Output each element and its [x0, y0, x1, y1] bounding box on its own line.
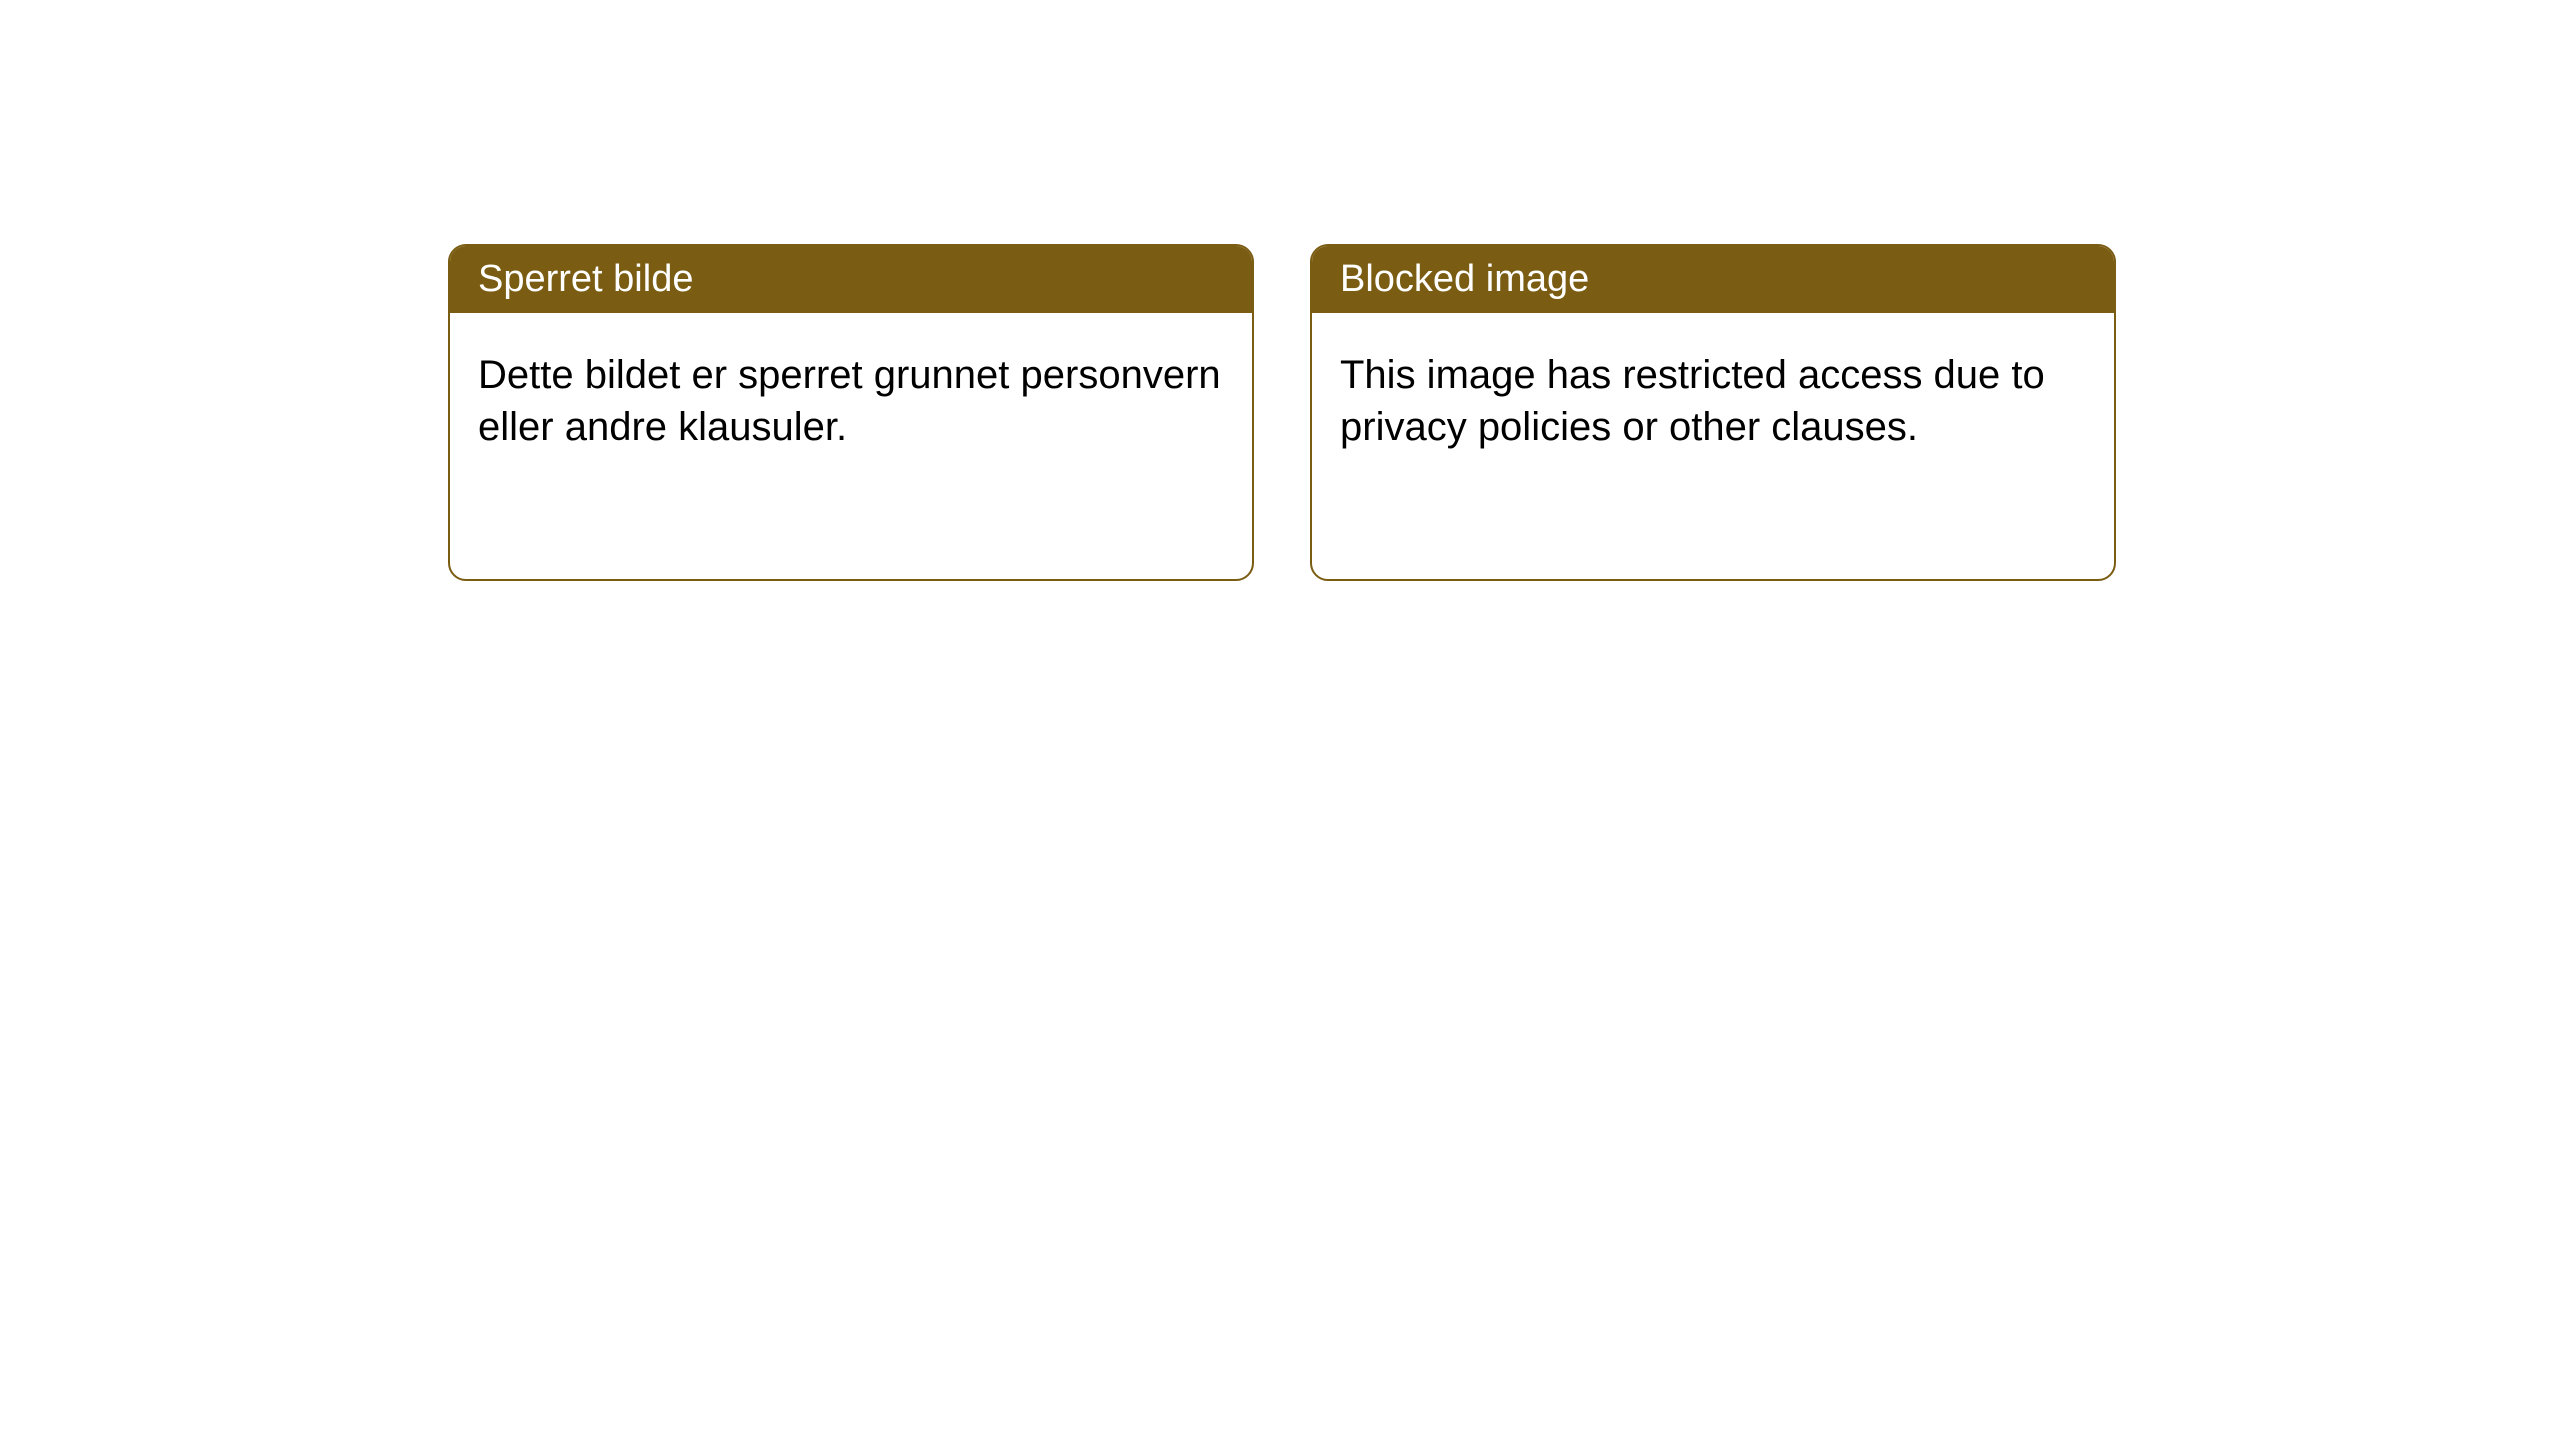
card-body: Dette bildet er sperret grunnet personve… [450, 313, 1252, 489]
card-header: Sperret bilde [450, 246, 1252, 313]
notice-cards-container: Sperret bilde Dette bildet er sperret gr… [448, 244, 2116, 581]
notice-card-norwegian: Sperret bilde Dette bildet er sperret gr… [448, 244, 1254, 581]
card-body-text: Dette bildet er sperret grunnet personve… [478, 353, 1221, 449]
card-header: Blocked image [1312, 246, 2114, 313]
card-body: This image has restricted access due to … [1312, 313, 2114, 489]
card-title: Blocked image [1340, 258, 1589, 300]
card-body-text: This image has restricted access due to … [1340, 353, 2045, 449]
notice-card-english: Blocked image This image has restricted … [1310, 244, 2116, 581]
card-title: Sperret bilde [478, 258, 693, 300]
